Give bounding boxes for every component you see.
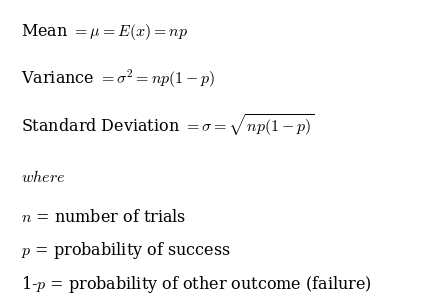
Text: Variance $= \sigma^2 = np(1-p)$: Variance $= \sigma^2 = np(1-p)$ <box>21 68 216 90</box>
Text: Mean $= \mu = E(x) = np$: Mean $= \mu = E(x) = np$ <box>21 22 188 42</box>
Text: $\mathit{where}$: $\mathit{where}$ <box>21 169 65 186</box>
Text: $p$ = probability of success: $p$ = probability of success <box>21 240 231 261</box>
Text: $n$ = number of trials: $n$ = number of trials <box>21 209 187 226</box>
Text: Standard Deviation $= \sigma = \sqrt{np(1-p)}$: Standard Deviation $= \sigma = \sqrt{np(… <box>21 113 315 139</box>
Text: 1-$p$ = probability of other outcome (failure): 1-$p$ = probability of other outcome (fa… <box>21 274 372 295</box>
